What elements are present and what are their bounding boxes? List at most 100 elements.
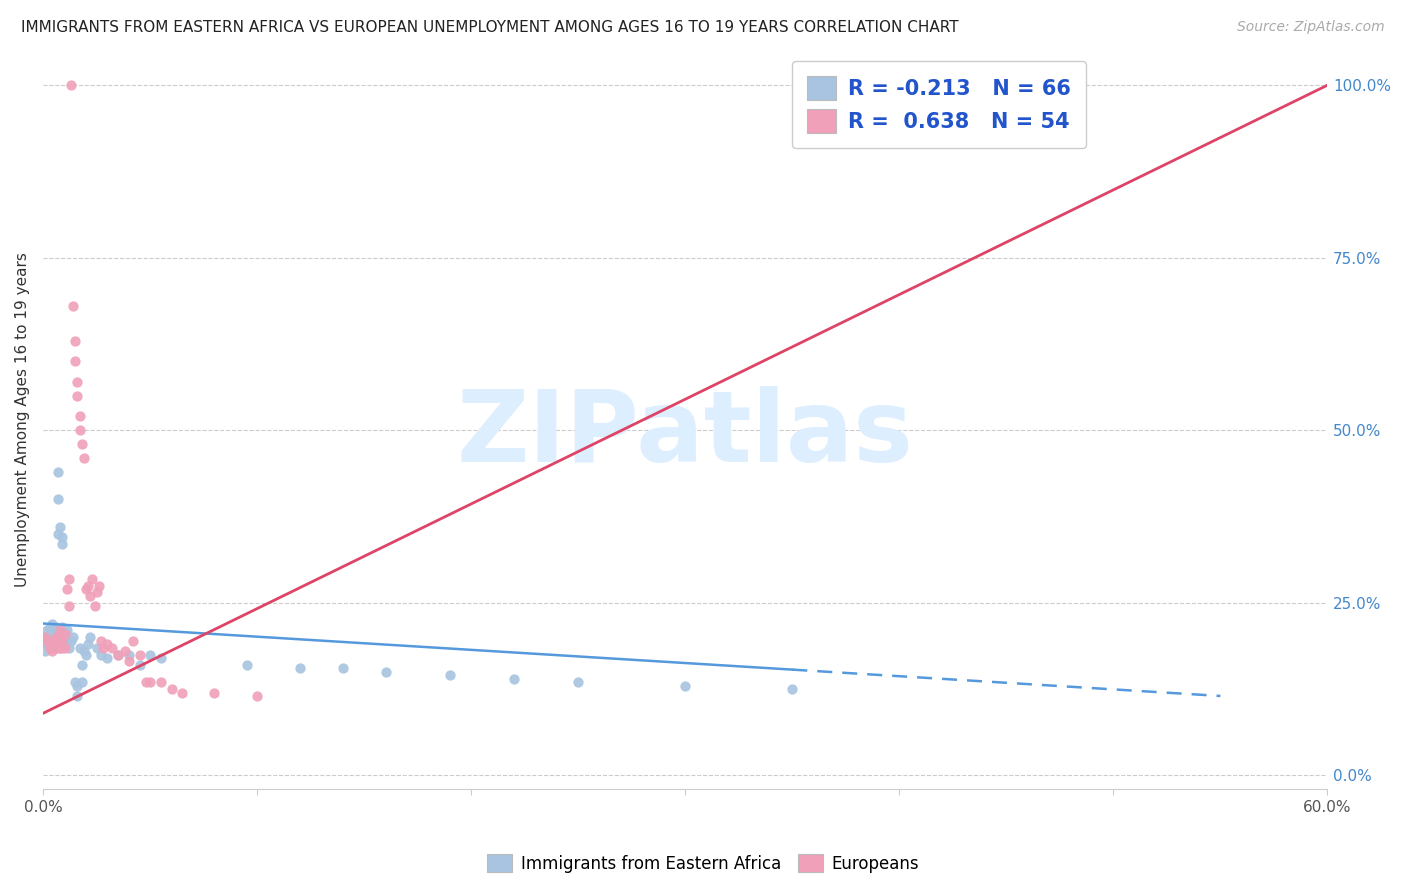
Point [46, 640, 69, 655]
Point [73, 644, 96, 658]
Point [70, 675, 93, 690]
Point [439, 668, 461, 682]
Point [41, 630, 63, 644]
Point [65, 354, 87, 368]
Point [37, 637, 59, 651]
Point [53, 640, 76, 655]
Point [38, 640, 60, 655]
Point [83, 599, 105, 614]
Point [128, 648, 150, 662]
Point [69, 409, 91, 424]
Point [55, 582, 77, 596]
Point [139, 648, 162, 662]
Point [149, 651, 172, 665]
Point [100, 640, 122, 655]
Point [41, 637, 63, 651]
Point [49, 624, 72, 638]
Point [42, 640, 65, 655]
Point [37, 624, 59, 638]
Point [38, 640, 60, 655]
Point [86, 585, 108, 599]
Point [70, 657, 93, 672]
Point [41, 644, 63, 658]
Point [34, 630, 56, 644]
Point [38, 627, 60, 641]
Point [45, 637, 67, 651]
Point [51, 640, 73, 655]
Text: Source: ZipAtlas.com: Source: ZipAtlas.com [1237, 20, 1385, 34]
Point [128, 657, 150, 672]
Point [55, 624, 77, 638]
Point [118, 655, 141, 669]
Point [41, 616, 63, 631]
Point [374, 665, 396, 679]
Point [34, 644, 56, 658]
Point [51, 620, 73, 634]
Point [55, 633, 77, 648]
Point [46, 465, 69, 479]
Point [65, 334, 87, 348]
Point [37, 630, 59, 644]
Point [69, 640, 91, 655]
Point [53, 627, 76, 641]
Point [45, 627, 67, 641]
Point [77, 578, 100, 592]
Point [87, 578, 110, 592]
Point [66, 375, 89, 389]
Legend: Immigrants from Eastern Africa, Europeans: Immigrants from Eastern Africa, European… [481, 847, 925, 880]
Point [90, 633, 112, 648]
Point [288, 661, 311, 675]
Point [46, 624, 69, 638]
Point [107, 648, 129, 662]
Point [41, 637, 63, 651]
Point [34, 630, 56, 644]
Point [42, 633, 65, 648]
Point [86, 640, 108, 655]
Point [45, 620, 67, 634]
Point [53, 630, 76, 644]
Point [70, 437, 93, 451]
Point [246, 689, 269, 703]
Point [90, 648, 112, 662]
Point [42, 633, 65, 648]
Point [37, 633, 59, 648]
Point [204, 685, 226, 699]
Point [66, 389, 89, 403]
Point [65, 675, 87, 690]
Point [172, 685, 194, 699]
Point [235, 657, 257, 672]
Point [75, 648, 97, 662]
Point [51, 633, 73, 648]
Point [58, 640, 80, 655]
Point [118, 648, 141, 662]
Point [91, 640, 114, 655]
Point [51, 537, 73, 551]
Text: ZIPatlas: ZIPatlas [457, 386, 914, 483]
Point [45, 637, 67, 651]
Point [503, 672, 526, 686]
Point [79, 589, 101, 603]
Point [114, 644, 136, 658]
Point [49, 633, 72, 648]
Point [60, 633, 83, 648]
Point [135, 675, 157, 690]
Point [42, 627, 65, 641]
Point [46, 492, 69, 507]
Point [38, 637, 60, 651]
Point [96, 651, 118, 665]
Point [58, 572, 80, 586]
Point [51, 530, 73, 544]
Point [60, 78, 83, 93]
Point [673, 679, 696, 693]
Point [62, 630, 84, 644]
Legend: R = -0.213   N = 66, R =  0.638   N = 54: R = -0.213 N = 66, R = 0.638 N = 54 [792, 61, 1085, 148]
Point [122, 633, 145, 648]
Point [46, 526, 69, 541]
Point [41, 624, 63, 638]
Point [38, 633, 60, 648]
Point [42, 640, 65, 655]
Point [96, 637, 118, 651]
Point [46, 630, 69, 644]
Point [42, 620, 65, 634]
Point [782, 682, 804, 697]
